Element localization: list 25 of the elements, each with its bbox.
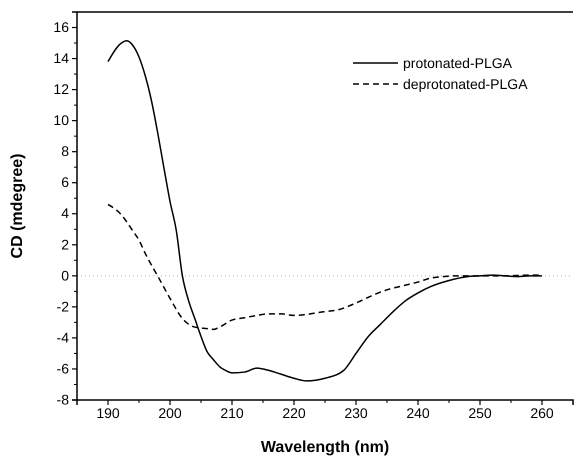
y-tick-label: 12 <box>53 81 70 98</box>
x-tick-label: 230 <box>344 404 368 421</box>
y-axis-title: CD (mdegree) <box>9 154 26 258</box>
y-tick-label: -6 <box>56 360 70 376</box>
x-tick-label: 200 <box>158 404 182 421</box>
y-tick-label: 6 <box>61 174 70 190</box>
x-tick-label: 240 <box>406 404 430 421</box>
x-tick-label: 220 <box>282 404 306 421</box>
y-tick-label: -2 <box>56 298 70 314</box>
y-tick-label: 16 <box>53 19 70 35</box>
y-tick-label: 4 <box>61 205 70 222</box>
x-tick-label: 210 <box>220 404 244 421</box>
y-tick-label: 2 <box>61 236 70 252</box>
x-tick-label: 260 <box>530 404 554 421</box>
y-tick-label: -4 <box>56 329 70 346</box>
legend-label: protonated-PLGA <box>403 55 513 71</box>
legend-label: deprotonated-PLGA <box>403 76 528 92</box>
y-tick-label: 14 <box>53 50 70 66</box>
x-axis-title: Wavelength (nm) <box>260 439 390 456</box>
y-tick-label: 0 <box>61 267 70 284</box>
x-tick-label: 250 <box>468 404 492 421</box>
y-tick-label: 10 <box>53 112 70 128</box>
y-tick-label: -8 <box>56 391 70 408</box>
y-tick-label: 8 <box>61 143 70 160</box>
x-tick-label: 190 <box>96 404 120 421</box>
